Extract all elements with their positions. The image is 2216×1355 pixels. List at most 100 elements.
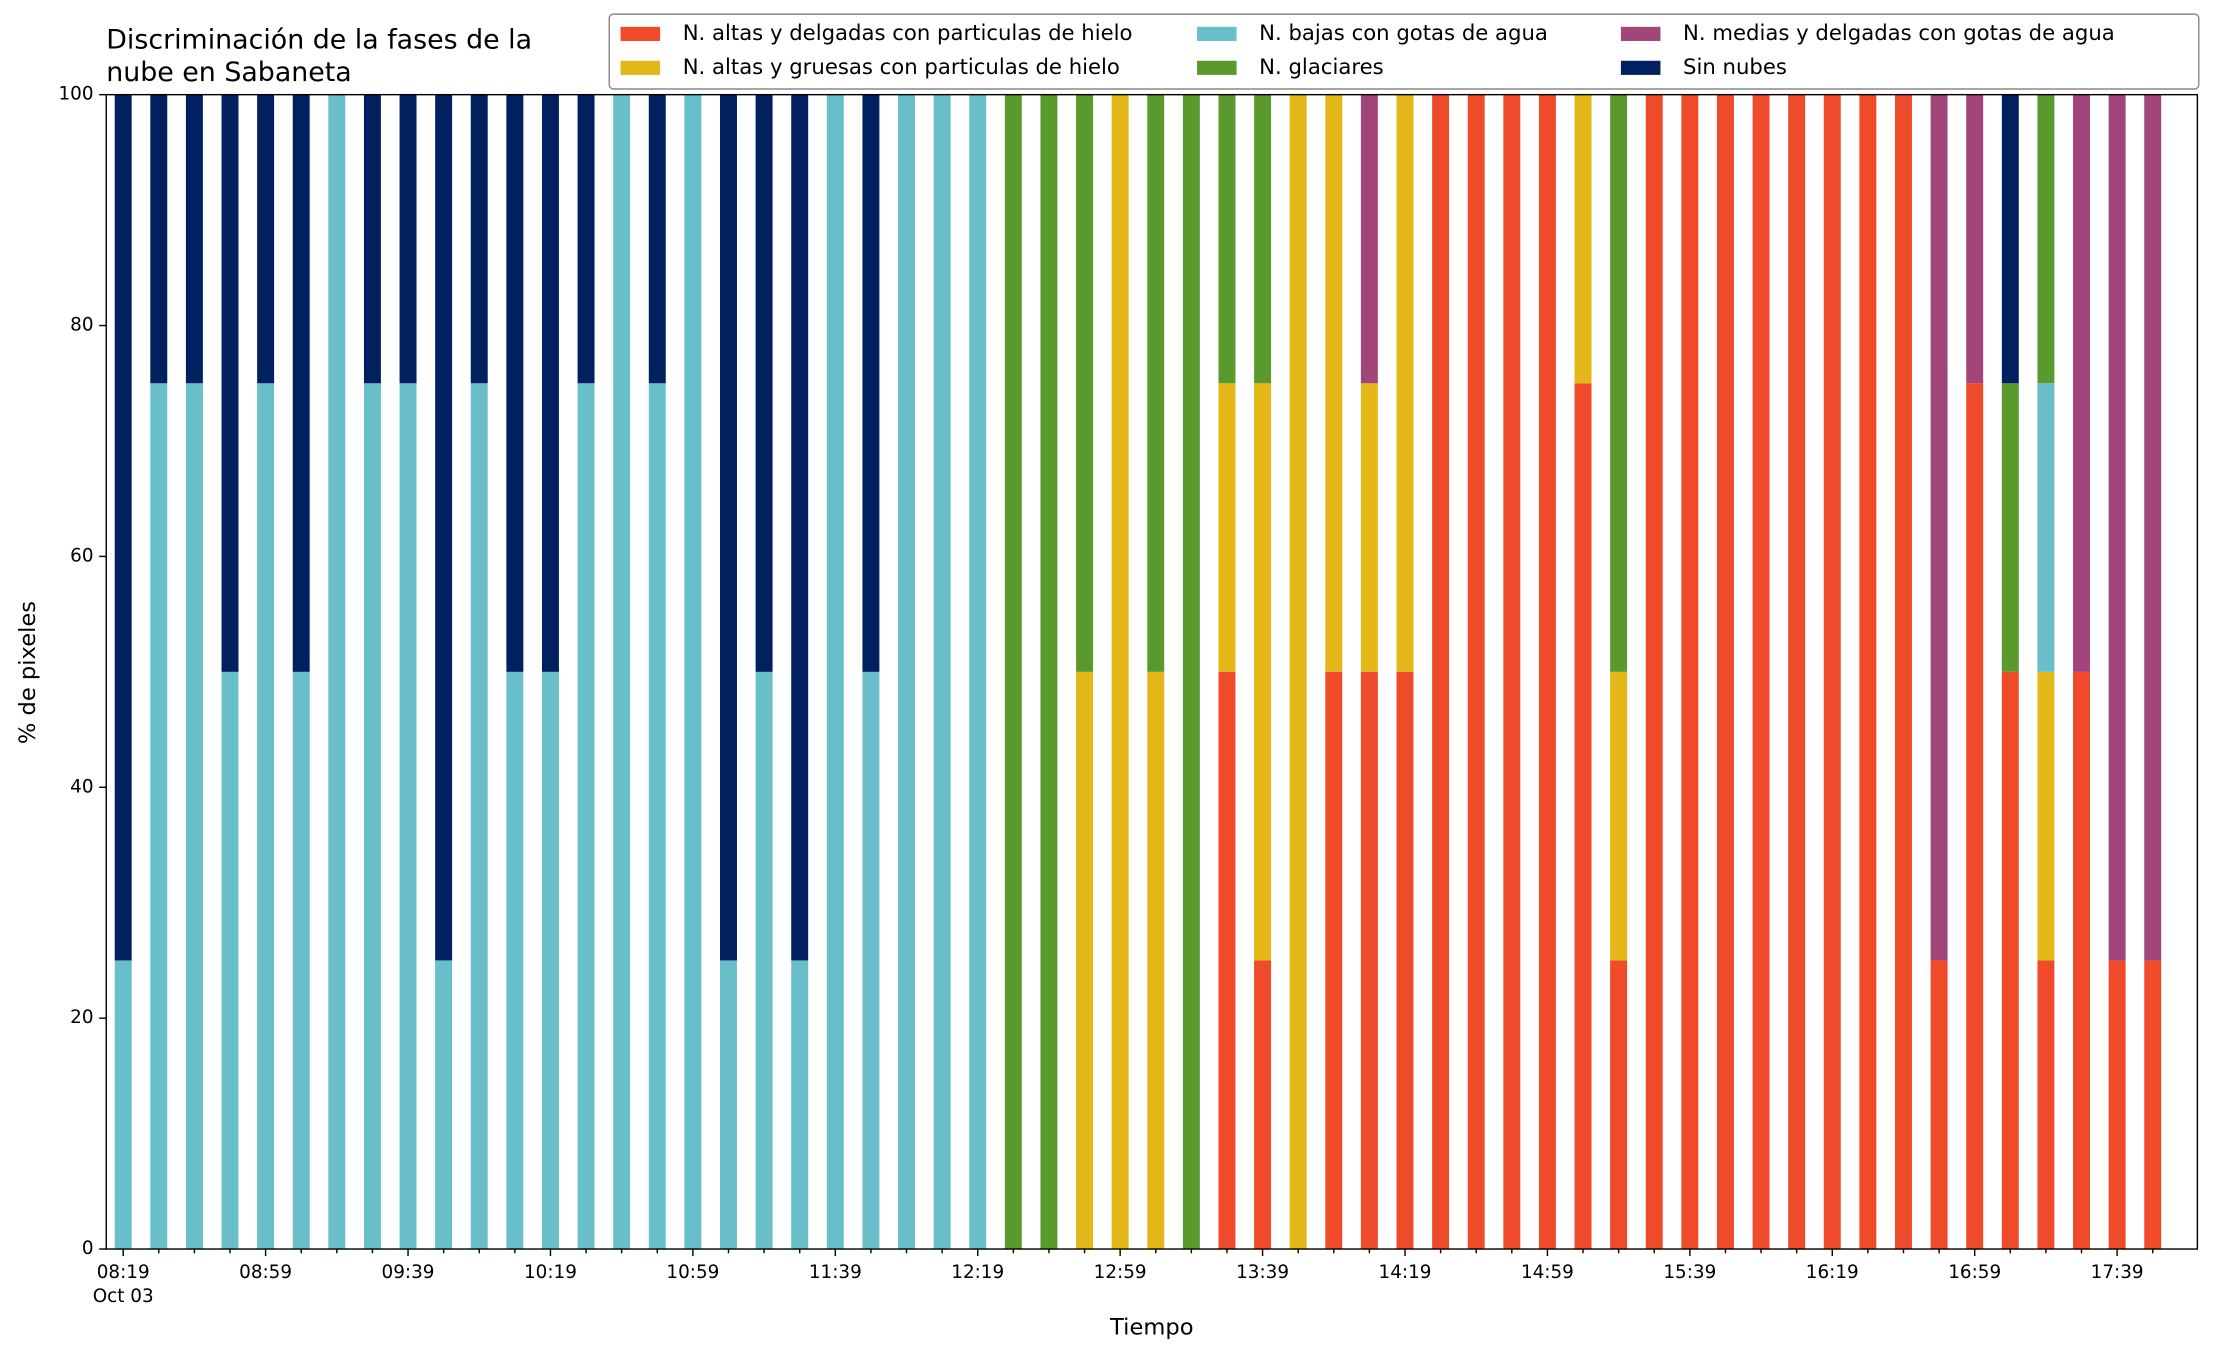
bar-segment (470, 383, 488, 1250)
legend-swatch (1620, 26, 1661, 41)
bar-segment (399, 94, 417, 384)
bar-segment (292, 94, 310, 672)
legend-swatch (1197, 60, 1237, 75)
x-tick-label: 08:19 (97, 1262, 150, 1283)
axes-frame (105, 93, 2199, 1250)
bar-segment (114, 960, 132, 1250)
bar-segment (791, 94, 809, 961)
bar-segment (1218, 671, 1236, 1250)
bar-segment (1966, 94, 1984, 384)
bar-segment (1254, 94, 1272, 384)
bar-segment (898, 94, 915, 1250)
bar-segment (862, 671, 880, 1250)
bar-segment (328, 94, 346, 1250)
x-axis-label: Tiempo (1109, 1315, 1193, 1341)
bar-segment (755, 671, 773, 1250)
bar-segment (185, 94, 203, 384)
bar-segment (1111, 94, 1129, 1250)
bar-segment (1325, 94, 1343, 672)
x-tick-label: 08:59 (239, 1262, 292, 1283)
legend-label: N. bajas con gotas de agua (1259, 20, 1548, 45)
bar-segment (1610, 960, 1628, 1250)
bar-segment (257, 94, 275, 384)
bar-segment (1716, 94, 1734, 1250)
bar-segment (1076, 94, 1094, 672)
bar-segment (435, 960, 453, 1250)
bar-segment (2001, 94, 2019, 384)
bar-segment (1645, 94, 1663, 1250)
legend-label: Sin nubes (1683, 54, 1787, 79)
legend-swatch (620, 26, 661, 41)
y-tick-label: 100 (58, 84, 93, 105)
bar-segment (826, 94, 844, 1250)
bar-segment (791, 960, 809, 1250)
legend-label: N. glaciares (1259, 54, 1383, 79)
bar-segment (969, 94, 987, 1250)
bar-segment (1147, 671, 1165, 1250)
bar-segment (1396, 671, 1414, 1250)
bar-segment (221, 94, 239, 672)
bar-segment (1752, 94, 1770, 1250)
bar-segment (1859, 94, 1877, 1250)
bar-segment (1147, 94, 1165, 672)
x-tick-label: 10:59 (666, 1262, 719, 1283)
x-tick-label: 15:39 (1663, 1262, 1716, 1283)
x-tick-label: 10:19 (524, 1262, 577, 1283)
x-tick-label: 14:19 (1379, 1262, 1432, 1283)
x-tick-label: 17:39 (2091, 1262, 2144, 1283)
bar-segment (363, 383, 381, 1250)
bar-segment (2037, 960, 2055, 1250)
bar-segment (684, 94, 702, 1250)
y-tick-label: 80 (70, 315, 93, 336)
x-tick-label: 09:39 (382, 1262, 435, 1283)
bar-segment (150, 383, 168, 1250)
x-tick-label: 14:59 (1521, 1262, 1574, 1283)
bar-segment (720, 94, 737, 961)
bar-segment (541, 94, 559, 672)
y-tick-label: 0 (82, 1238, 94, 1259)
bar-segment (2073, 94, 2090, 672)
y-tick-label: 20 (70, 1007, 93, 1028)
bar-segment (1396, 94, 1414, 672)
bar-segment (506, 671, 524, 1250)
chart-title: nube en Sabaneta (106, 57, 352, 88)
bar-segment (2108, 94, 2126, 961)
bar-segment (1574, 383, 1592, 1250)
bar-segment (1930, 960, 1948, 1250)
bar-segment (185, 383, 203, 1250)
chart-title: Discriminación de la fases de la (106, 24, 532, 55)
bar-segment (1040, 94, 1058, 1250)
x-tick-label: 12:19 (951, 1262, 1004, 1283)
bar-segment (648, 383, 666, 1250)
bar-segment (221, 671, 239, 1250)
legend-label: N. medias y delgadas con gotas de agua (1683, 20, 2115, 45)
y-tick-label: 60 (70, 545, 93, 566)
legend-box (608, 13, 2200, 90)
bar-segment (1182, 94, 1200, 1250)
bar-segment (2001, 383, 2019, 672)
bar-segment (1538, 94, 1556, 1250)
bar-segment (1467, 94, 1485, 1250)
bar-segment (1004, 94, 1022, 1250)
bar-segment (1432, 94, 1450, 1250)
bar-segment (1076, 671, 1094, 1250)
bar-segment (1254, 383, 1272, 961)
bar-segment (1218, 94, 1236, 384)
bar-segment (2108, 960, 2126, 1250)
bar-segment (1503, 94, 1521, 1250)
bar-segment (648, 94, 666, 384)
x-tick-label: 16:19 (1806, 1262, 1859, 1283)
bar-segment (720, 960, 737, 1250)
y-axis-label: % de pixeles (15, 601, 41, 744)
x-tick-label: 13:39 (1236, 1262, 1289, 1283)
x-tick-label: 12:59 (1094, 1262, 1147, 1283)
bar-segment (470, 94, 488, 384)
bar-segment (541, 671, 559, 1250)
bar-segment (1360, 94, 1378, 384)
bar-segment (2001, 671, 2019, 1250)
x-tick-label: 11:39 (809, 1262, 862, 1283)
bar-segment (1895, 94, 1912, 1250)
x-tick-label: 16:59 (1948, 1262, 2001, 1283)
legend-label: N. altas y delgadas con particulas de hi… (683, 20, 1133, 45)
